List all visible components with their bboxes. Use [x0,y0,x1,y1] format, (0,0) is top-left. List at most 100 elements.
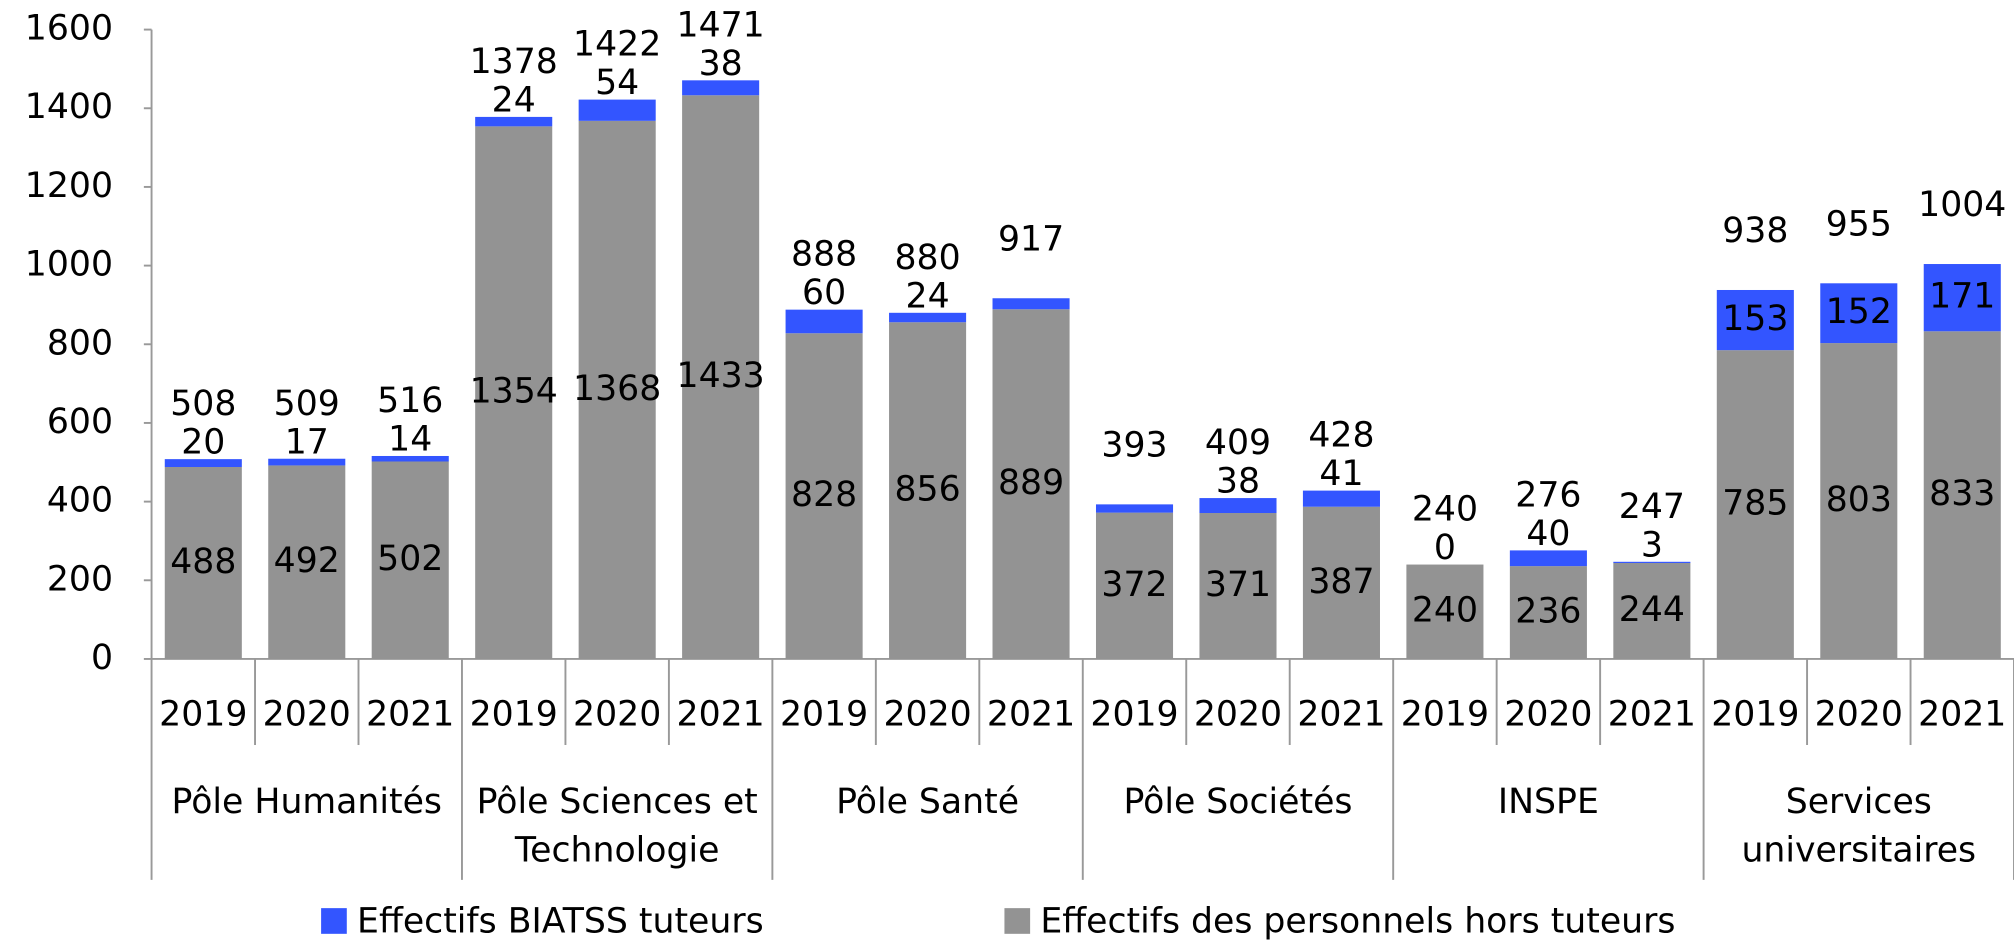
bar-segment [1302,506,1380,659]
data-label: 24 [906,276,950,316]
y-tick-label: 400 [47,481,113,521]
data-label: 828 [791,475,857,515]
data-label: 488 [170,542,236,582]
total-label: 1378 [470,42,558,82]
data-label: 856 [895,470,961,510]
data-label: 889 [998,463,1064,503]
total-label: 516 [377,381,443,421]
bar-segment [1923,264,2001,332]
data-label: 54 [595,63,639,103]
y-tick-label: 1000 [25,245,113,285]
data-label: 153 [1722,299,1788,339]
group-label: universitaires [1741,831,1976,871]
total-label: 1004 [1918,185,2006,225]
bar-segment [268,465,346,659]
total-label: 509 [274,384,340,424]
bar-segment [1199,513,1277,659]
total-label: 428 [1308,416,1374,456]
y-tick-label: 1400 [25,87,113,127]
total-label: 955 [1826,205,1892,245]
bar-segment [785,309,863,334]
data-label: 152 [1826,292,1892,332]
data-label: 387 [1308,562,1374,602]
bar-segment [1509,566,1587,659]
bar-segment [371,461,449,659]
bar-segment [475,116,553,127]
legend-label: Effectifs des personnels hors tuteurs [1040,901,1675,941]
x-tick-label: 2021 [1297,694,1385,734]
bar-segment [1820,283,1898,344]
data-label: 785 [1722,484,1788,524]
total-label: 393 [1101,426,1167,466]
total-label: 276 [1515,475,1581,515]
data-label: 171 [1929,277,1995,317]
total-label: 247 [1619,487,1685,527]
bar-segment [475,126,553,659]
x-tick-label: 2019 [1401,694,1489,734]
data-label: 41 [1319,454,1363,494]
x-tick-label: 2021 [1918,694,2006,734]
legend-label: Effectifs BIATSS tuteurs [357,901,764,941]
total-label: 938 [1722,211,1788,251]
bar-segment [1820,343,1898,659]
data-label: 833 [1929,474,1995,514]
bar-segment [1613,561,1691,563]
total-label: 508 [170,384,236,424]
bar-segment [1095,512,1174,659]
data-label: 3 [1641,525,1663,565]
y-tick-label: 1600 [25,9,113,49]
group-label: Pôle Sociétés [1123,782,1352,822]
x-tick-label: 2019 [780,694,868,734]
x-tick-label: 2021 [677,694,765,734]
bar-segment [1199,498,1277,514]
bar-segment [1613,562,1691,659]
data-label: 17 [285,422,329,462]
y-tick-label: 600 [47,402,113,442]
data-label: 244 [1619,590,1685,630]
data-label: 502 [377,539,443,579]
total-label: 888 [791,235,857,275]
bar-segment [371,455,449,462]
data-label: 1354 [470,372,558,412]
bar-segment [1716,289,1794,351]
data-label: 803 [1826,480,1892,520]
group-label: Pôle Santé [836,782,1019,822]
bar-segment [578,99,656,121]
data-label: 372 [1101,565,1167,605]
x-tick-label: 2020 [1194,694,1282,734]
legend-swatch [1004,908,1031,934]
bar-segment [785,333,863,659]
y-tick-label: 0 [91,638,113,678]
bar-segment [1302,490,1380,507]
data-label: 38 [1216,462,1260,502]
data-label: 236 [1515,592,1581,632]
total-label: 240 [1412,490,1478,530]
data-label: 1433 [677,356,765,396]
bar-segment [164,466,242,659]
y-tick-label: 800 [47,323,113,363]
bar-segment [1095,504,1174,513]
bar-segment [268,458,346,466]
x-tick-label: 2019 [159,694,247,734]
x-tick-label: 2020 [1504,694,1592,734]
bar-segment [889,312,967,323]
x-tick-label: 2019 [470,694,558,734]
x-tick-label: 2021 [987,694,1075,734]
x-tick-label: 2021 [1608,694,1696,734]
x-tick-label: 2020 [1815,694,1903,734]
data-label: 40 [1526,514,1570,554]
bar-segment [164,459,242,467]
data-label: 371 [1205,565,1271,605]
data-label: 60 [802,273,846,313]
x-tick-label: 2021 [366,694,454,734]
group-label: INSPE [1498,782,1599,822]
group-label: Services [1786,782,1932,822]
total-label: 1422 [573,25,661,65]
x-tick-label: 2020 [883,694,971,734]
data-label: 20 [181,423,225,463]
y-tick-label: 200 [47,559,113,599]
total-label: 409 [1205,423,1271,463]
data-label: 38 [699,44,743,84]
data-label: 240 [1412,591,1478,631]
